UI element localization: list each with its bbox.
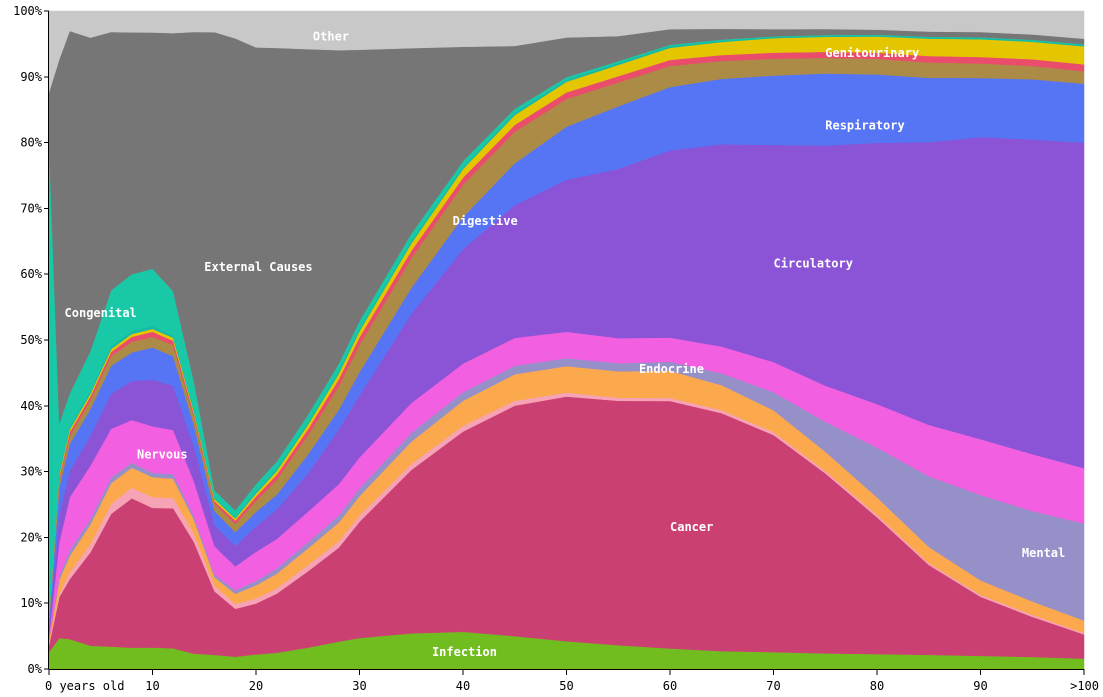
x-tick-label: 80 bbox=[870, 679, 884, 693]
y-tick-label: 90% bbox=[20, 70, 42, 84]
y-tick-label: 30% bbox=[20, 465, 42, 479]
y-tick-label: 60% bbox=[20, 267, 42, 281]
x-axis-ticks: 0 years old 10 20 30 40 50 60 70 80 90 >100 bbox=[45, 669, 1099, 693]
y-axis-ticks: 0% 10% 20% 30% 40% 50% 60% 70% 80% 90% 100% bbox=[13, 4, 49, 676]
y-tick-label: 0% bbox=[28, 662, 43, 676]
area-label-nervous: Nervous bbox=[137, 447, 188, 461]
area-label-circulatory: Circulatory bbox=[774, 257, 853, 271]
area-label-external-causes: External Causes bbox=[204, 260, 312, 274]
axes-layer: 0% 10% 20% 30% 40% 50% 60% 70% 80% 90% 100% 0 year… bbox=[13, 4, 1099, 693]
areas-layer bbox=[48, 10, 1085, 670]
x-tick-label: 30 bbox=[352, 679, 366, 693]
area-label-infection: Infection bbox=[432, 645, 497, 659]
area-label-congenital: Congenital bbox=[65, 306, 137, 320]
y-tick-label: 50% bbox=[20, 333, 42, 347]
x-tick-label: 10 bbox=[145, 679, 159, 693]
area-label-other: Other bbox=[313, 30, 349, 44]
x-tick-label: 40 bbox=[456, 679, 470, 693]
x-tick-label: 70 bbox=[766, 679, 780, 693]
area-label-digestive: Digestive bbox=[453, 214, 518, 228]
y-tick-label: 70% bbox=[20, 201, 42, 215]
area-other bbox=[48, 10, 1085, 93]
area-label-respiratory: Respiratory bbox=[825, 118, 904, 132]
y-tick-label: 40% bbox=[20, 399, 42, 413]
area-labels-layer: Infection Cancer Endocrine Mental Nervous Cir… bbox=[65, 30, 1066, 659]
area-label-mental: Mental bbox=[1022, 546, 1065, 560]
x-tick-label: 20 bbox=[249, 679, 263, 693]
x-tick-label: 0 years old bbox=[45, 679, 124, 693]
x-tick-label: 50 bbox=[559, 679, 573, 693]
area-label-cancer: Cancer bbox=[670, 520, 713, 534]
area-label-genitourinary: Genitourinary bbox=[825, 46, 919, 60]
y-tick-label: 100% bbox=[13, 4, 43, 18]
x-tick-label: 90 bbox=[973, 679, 987, 693]
x-tick-label: >100 bbox=[1070, 679, 1099, 693]
x-tick-label: 60 bbox=[663, 679, 677, 693]
y-tick-label: 80% bbox=[20, 136, 42, 150]
area-label-endocrine: Endocrine bbox=[639, 362, 704, 376]
y-tick-label: 10% bbox=[20, 596, 42, 610]
y-tick-label: 20% bbox=[20, 530, 42, 544]
